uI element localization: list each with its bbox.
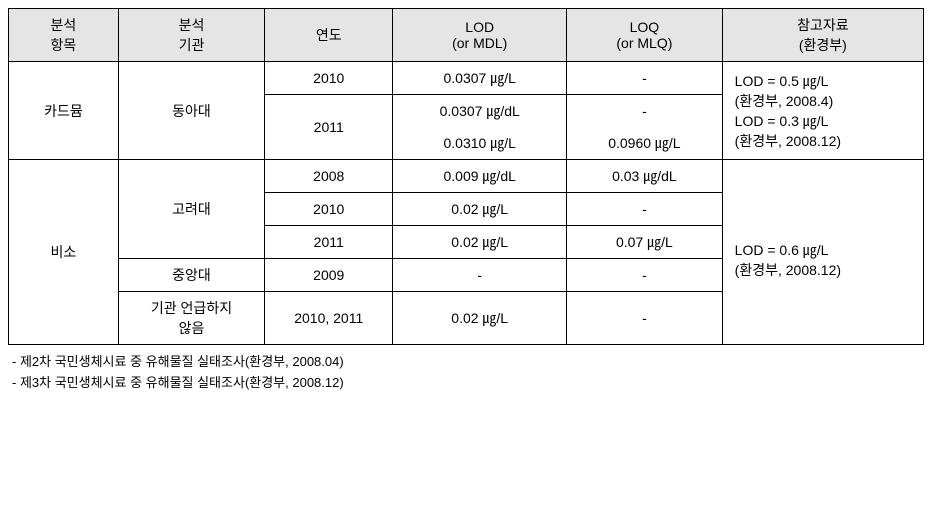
cell-loq: 0.07 ㎍/L (567, 226, 723, 259)
cell-year: 2010 (265, 193, 393, 226)
cell-item-cadmium: 카드뮴 (9, 62, 119, 160)
col-header-item: 분석 항목 (9, 9, 119, 62)
cell-year: 2009 (265, 259, 393, 292)
table-row: 비소 고려대 2008 0.009 ㎍/dL 0.03 ㎍/dL LOD = 0… (9, 160, 924, 193)
cell-loq: 0.03 ㎍/dL (567, 160, 723, 193)
cell-year: 2011 (265, 226, 393, 259)
cell-inst-chungang: 중앙대 (118, 259, 264, 292)
data-table: 분석 항목 분석 기관 연도 LOD (or MDL) LOQ (or MLQ)… (8, 8, 924, 345)
col-header-ref: 참고자료 (환경부) (722, 9, 923, 62)
cell-lod: 0.0310 ㎍/L (393, 127, 567, 160)
cell-loq: - (567, 292, 723, 345)
cell-lod: 0.009 ㎍/dL (393, 160, 567, 193)
footnote-2: - 제3차 국민생체시료 중 유해물질 실태조사(환경부, 2008.12) (12, 372, 924, 391)
cell-ref-arsenic: LOD = 0.6 ㎍/L (환경부, 2008.12) (722, 160, 923, 345)
cell-lod: 0.0307 ㎍/L (393, 62, 567, 95)
cell-year: 2010 (265, 62, 393, 95)
cell-year: 2010, 2011 (265, 292, 393, 345)
cell-loq: - (567, 193, 723, 226)
table-row: 카드뮴 동아대 2010 0.0307 ㎍/L - LOD = 0.5 ㎍/L … (9, 62, 924, 95)
col-header-loq: LOQ (or MLQ) (567, 9, 723, 62)
cell-lod: 0.02 ㎍/L (393, 226, 567, 259)
cell-item-arsenic: 비소 (9, 160, 119, 345)
cell-loq: - (567, 95, 723, 128)
cell-lod: 0.0307 ㎍/dL (393, 95, 567, 128)
cell-year: 2011 (265, 95, 393, 160)
cell-lod: 0.02 ㎍/L (393, 193, 567, 226)
cell-inst-korea: 고려대 (118, 160, 264, 259)
table-header-row: 분석 항목 분석 기관 연도 LOD (or MDL) LOQ (or MLQ)… (9, 9, 924, 62)
col-header-year: 연도 (265, 9, 393, 62)
cell-loq: - (567, 62, 723, 95)
cell-loq: 0.0960 ㎍/L (567, 127, 723, 160)
col-header-lod: LOD (or MDL) (393, 9, 567, 62)
cell-ref-cadmium: LOD = 0.5 ㎍/L (환경부, 2008.4) LOD = 0.3 ㎍/… (722, 62, 923, 160)
footnotes: - 제2차 국민생체시료 중 유해물질 실태조사(환경부, 2008.04) -… (8, 351, 924, 391)
cell-year: 2008 (265, 160, 393, 193)
footnote-1: - 제2차 국민생체시료 중 유해물질 실태조사(환경부, 2008.04) (12, 351, 924, 370)
cell-inst-donga: 동아대 (118, 62, 264, 160)
col-header-inst: 분석 기관 (118, 9, 264, 62)
cell-inst-none: 기관 언급하지 않음 (118, 292, 264, 345)
cell-lod: - (393, 259, 567, 292)
cell-loq: - (567, 259, 723, 292)
cell-lod: 0.02 ㎍/L (393, 292, 567, 345)
